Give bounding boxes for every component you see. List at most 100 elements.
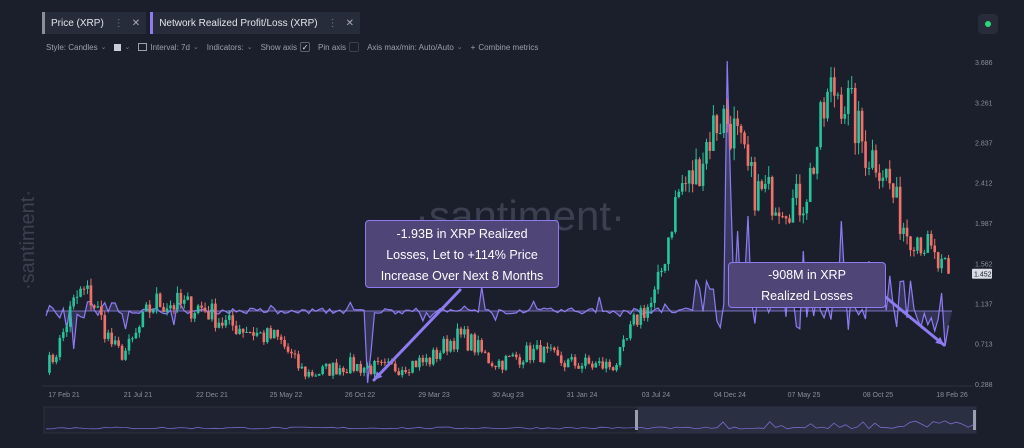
- price-candle-body: [535, 344, 539, 349]
- price-candle-body: [542, 346, 546, 363]
- price-candle-body: [625, 338, 629, 340]
- show-axis-toggle[interactable]: Show axis ✓: [261, 42, 311, 52]
- price-candle-body: [857, 110, 860, 144]
- checkbox-icon[interactable]: [349, 42, 360, 52]
- axis-maxmin-dropdown[interactable]: Axis max/min: Auto/Auto ⌄: [367, 43, 463, 52]
- price-candle-body: [864, 141, 867, 168]
- price-candle-body: [134, 332, 138, 339]
- pin-axis-toggle[interactable]: Pin axis: [318, 42, 360, 52]
- price-candle-body: [252, 332, 255, 336]
- price-candle-body: [632, 314, 636, 325]
- price-candle-body: [739, 125, 743, 133]
- price-candle-body: [580, 365, 584, 369]
- price-candle-body: [604, 361, 608, 369]
- color-dropdown[interactable]: ⌄: [114, 43, 130, 51]
- price-candle-body: [649, 302, 653, 308]
- price-candle-body: [808, 167, 812, 202]
- combine-metrics-button[interactable]: + Combine metrics: [471, 43, 539, 52]
- price-candle-body: [898, 186, 902, 234]
- price-candle-body: [310, 371, 314, 376]
- x-tick-label: 26 Oct 22: [345, 392, 375, 399]
- price-candle-body: [829, 77, 833, 92]
- price-candle-body: [795, 183, 798, 198]
- x-tick-label: 29 Mar 23: [418, 392, 450, 399]
- price-candle-body: [563, 363, 567, 368]
- x-tick-label: 03 Jul 24: [642, 392, 671, 399]
- checkbox-checked-icon[interactable]: ✓: [300, 42, 311, 52]
- style-dropdown[interactable]: Style: Candles ⌄: [46, 43, 106, 52]
- color-swatch-icon: [114, 43, 122, 51]
- price-candle-body: [55, 357, 58, 363]
- price-candle-body: [100, 306, 103, 316]
- arrow-head: [374, 371, 383, 380]
- price-candle-body: [172, 305, 176, 310]
- x-tick-label: 17 Feb 21: [48, 392, 80, 399]
- price-candle-body: [127, 338, 131, 351]
- price-candle-body: [207, 311, 210, 320]
- price-candle-body: [722, 108, 726, 133]
- price-candle-body: [895, 186, 898, 198]
- price-candle-body: [777, 212, 781, 217]
- y-tick-label: 0.288: [975, 382, 993, 389]
- tab-label: Price (XRP): [51, 17, 104, 29]
- price-candle-body: [297, 354, 300, 369]
- price-candle-body: [411, 360, 414, 373]
- price-candle-body: [359, 364, 362, 373]
- price-candle-body: [546, 346, 549, 349]
- x-tick-label: 21 Jul 21: [124, 392, 153, 399]
- price-candle-body: [760, 181, 764, 189]
- price-candle-body: [483, 351, 487, 353]
- price-candle-body: [345, 371, 349, 374]
- more-icon[interactable]: ⋮: [113, 17, 124, 29]
- tab-price-xrp[interactable]: Price (XRP) ⋮ ✕: [42, 12, 147, 34]
- price-candle-body: [138, 326, 141, 333]
- price-candle-body: [867, 167, 871, 169]
- price-candle-body: [234, 325, 238, 334]
- price-candle-body: [566, 359, 570, 368]
- annotation-box-2: -908M in XRP Realized Losses: [728, 262, 886, 308]
- chevron-down-icon: ⌄: [192, 44, 199, 51]
- price-candle-body: [342, 368, 345, 372]
- price-candle-body: [317, 373, 321, 376]
- price-candle-body: [891, 183, 895, 198]
- price-candle-body: [584, 357, 587, 366]
- price-candle-body: [494, 365, 497, 368]
- price-candle-body: [860, 110, 864, 142]
- price-candle-body: [753, 162, 757, 211]
- status-dot-button[interactable]: [978, 14, 998, 34]
- price-candle-body: [660, 270, 663, 273]
- interval-dropdown[interactable]: Interval: 7d ⌄: [138, 42, 199, 52]
- price-candle-body: [141, 311, 145, 327]
- price-candle-body: [48, 354, 51, 373]
- price-candle-body: [407, 372, 411, 374]
- price-candle-body: [570, 357, 573, 360]
- y-tick-label: 1.987: [975, 221, 993, 228]
- indicators-dropdown[interactable]: Indicators: ⌄: [207, 43, 253, 52]
- price-candle-body: [815, 147, 819, 174]
- price-candle-body: [833, 77, 836, 96]
- price-candle-body: [445, 338, 449, 352]
- price-candle-body: [425, 357, 428, 363]
- price-candle-body: [909, 236, 912, 251]
- price-candle-body: [473, 334, 477, 353]
- price-candle-body: [269, 328, 273, 339]
- price-candle-body: [902, 227, 905, 234]
- price-candle-body: [615, 365, 618, 371]
- more-icon[interactable]: ⋮: [327, 17, 338, 29]
- annotation-line: -1.93B in XRP Realized: [396, 227, 528, 241]
- interval-label: Interval: 7d: [150, 42, 190, 52]
- price-candle-body: [656, 272, 660, 290]
- close-icon[interactable]: ✕: [345, 17, 354, 29]
- time-navigator[interactable]: [43, 406, 977, 434]
- price-candle-body: [698, 159, 701, 187]
- price-candle-body: [169, 305, 172, 309]
- tab-network-realized-profit-loss[interactable]: Network Realized Profit/Loss (XRP) ⋮ ✕: [150, 12, 360, 34]
- price-candle-body: [708, 142, 712, 151]
- price-candle-body: [556, 350, 560, 356]
- y-tick-label: 2.412: [975, 181, 993, 188]
- price-candle-body: [283, 339, 286, 347]
- close-icon[interactable]: ✕: [131, 17, 141, 29]
- price-candle-body: [715, 115, 719, 134]
- price-candle-body: [850, 87, 854, 89]
